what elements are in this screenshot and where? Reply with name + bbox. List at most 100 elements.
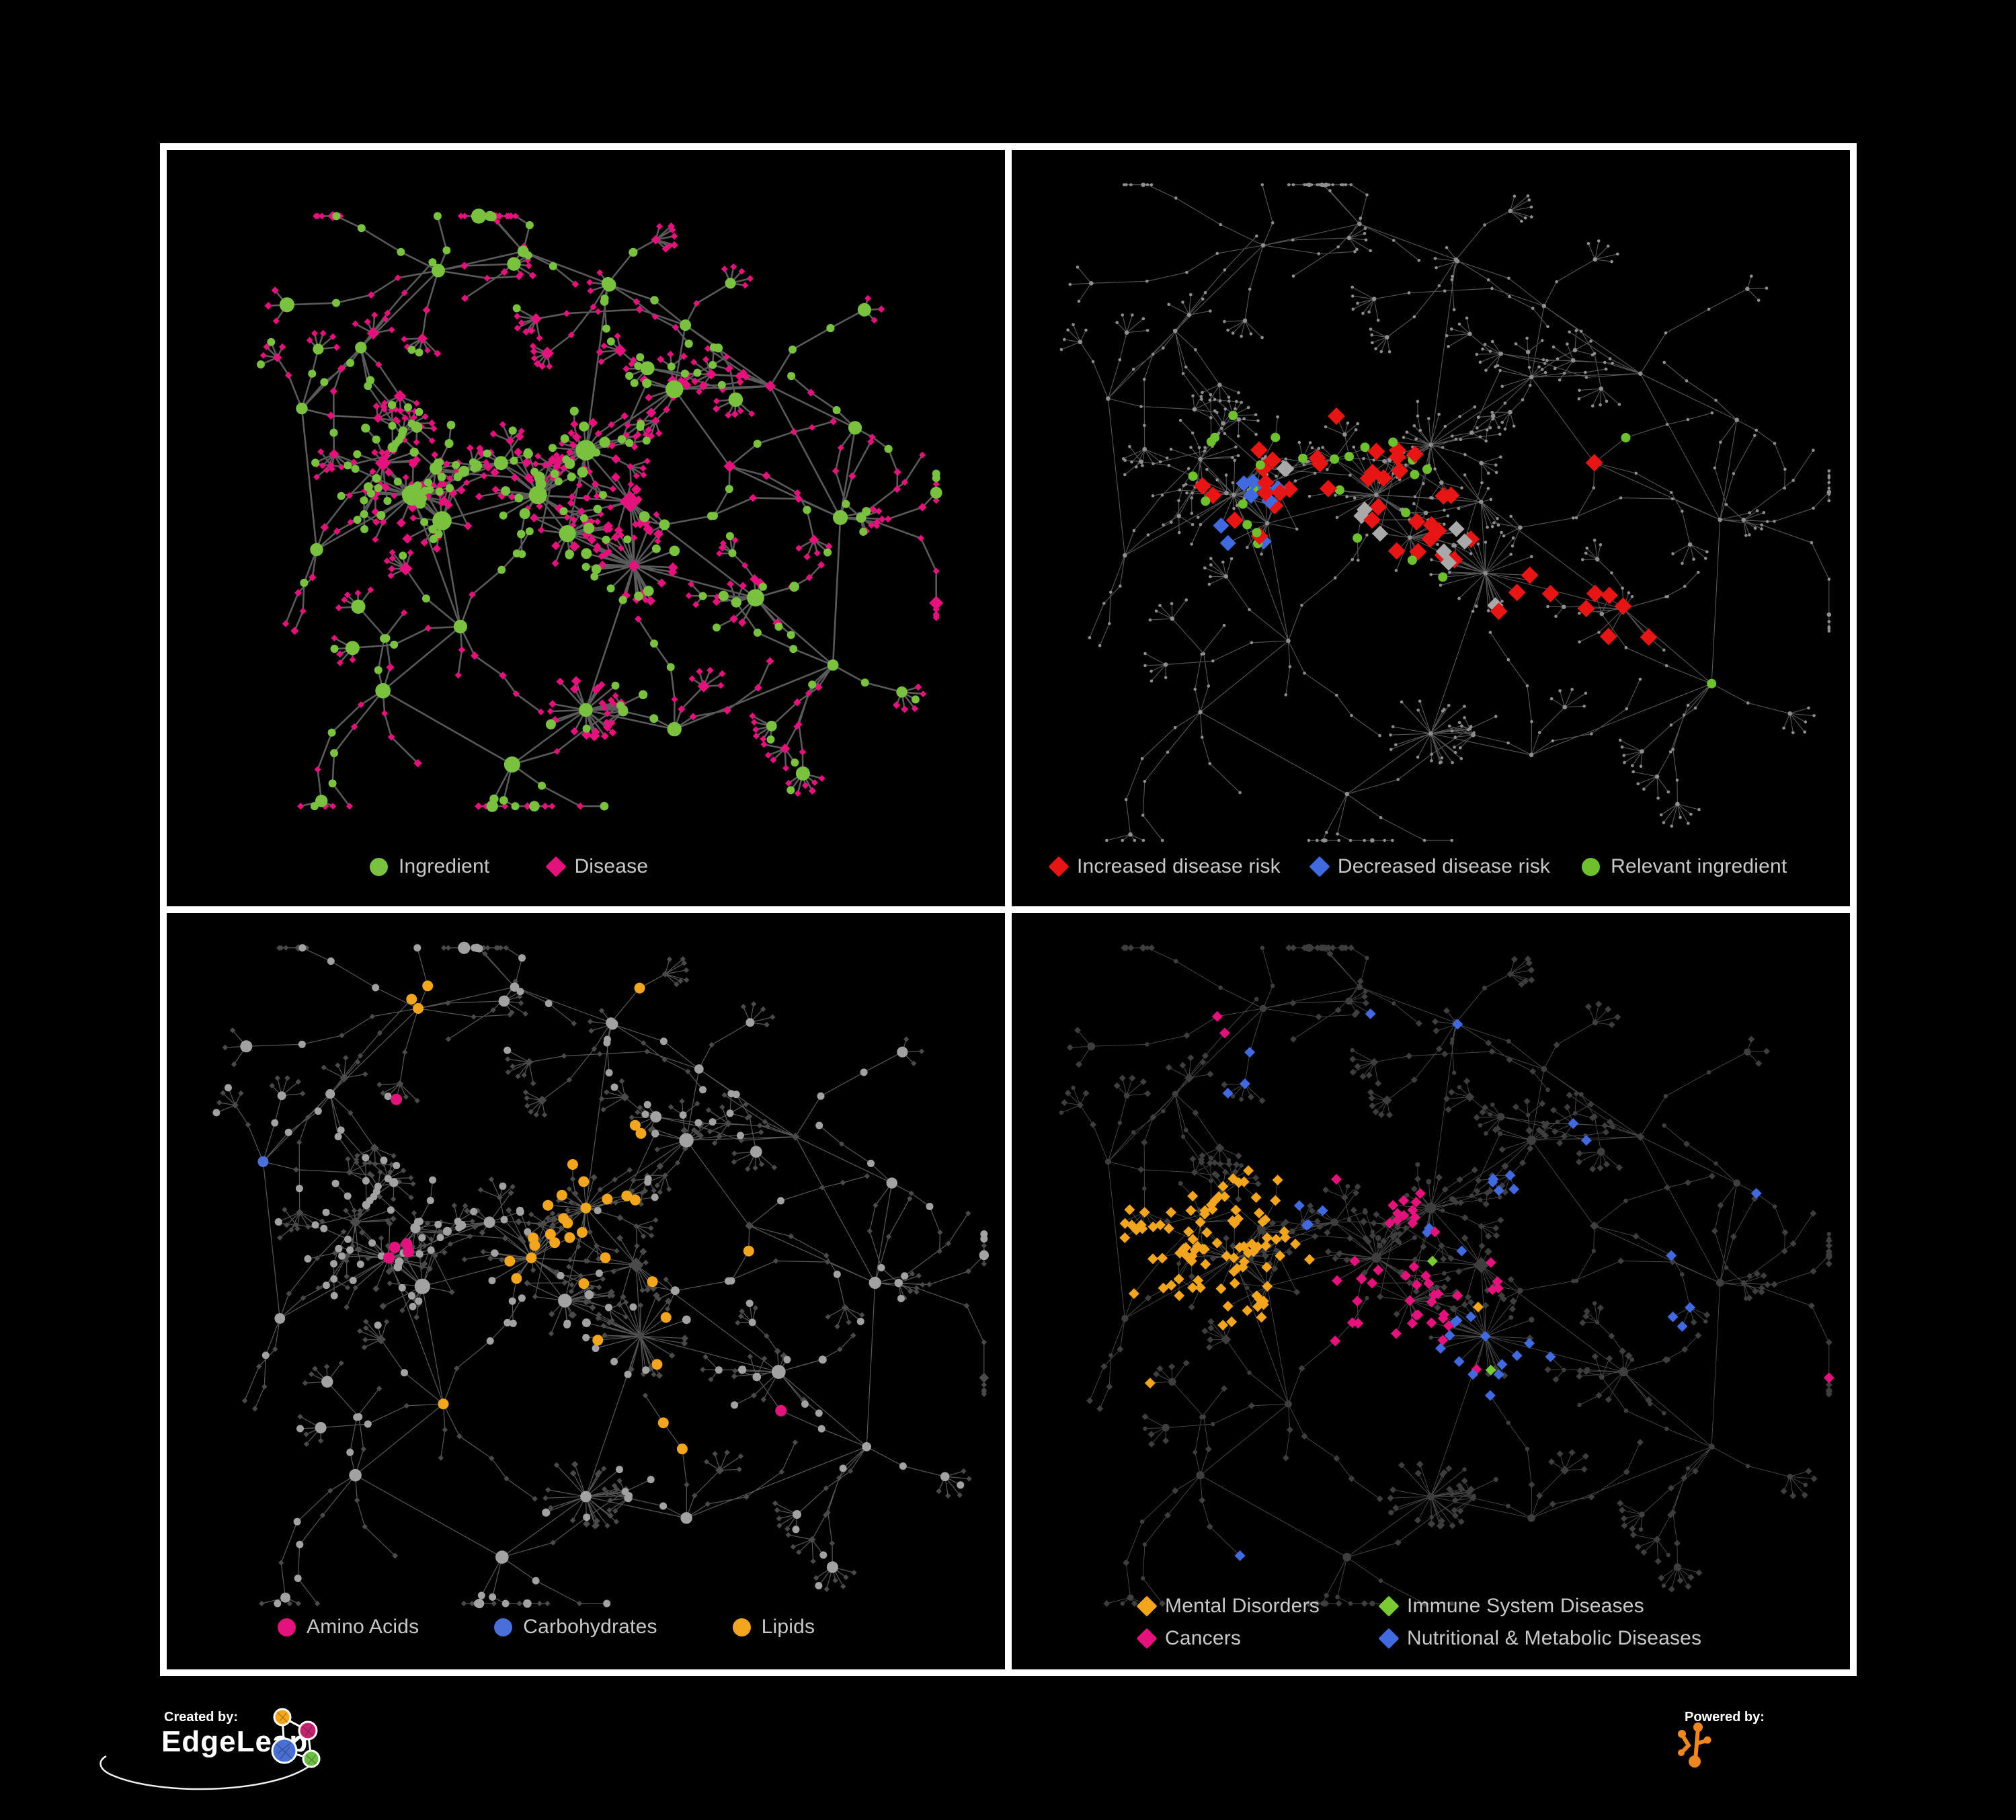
mental-disorders-node (1261, 1261, 1273, 1273)
immune-system-node (1426, 1255, 1438, 1267)
legend-item: Decreased disease risk (1309, 855, 1550, 878)
lipids-node (660, 1312, 672, 1323)
cancers-node (1492, 1283, 1504, 1294)
relevant-ingredient-node (1228, 411, 1238, 420)
relevant-ingredient-node (1344, 452, 1354, 462)
lipids-node (635, 1127, 647, 1139)
increased-risk-node (1250, 441, 1268, 459)
cancers-node (1387, 1199, 1399, 1211)
legend-circle-icon (732, 1618, 751, 1636)
increased-risk-node (1281, 480, 1299, 498)
cancers-node (1426, 1317, 1437, 1329)
increased-risk-node (1311, 454, 1329, 473)
increased-risk-node (1614, 597, 1632, 615)
legend-diamond-icon (1048, 856, 1070, 877)
lipids-node (545, 1228, 556, 1240)
relevant-ingredient-node (1271, 432, 1281, 442)
edgeleap-node-blue (271, 1737, 298, 1764)
nutritional-metabolic-node (1545, 1351, 1556, 1362)
edgeleap-node-green (302, 1749, 321, 1768)
cancers-node (1219, 1027, 1230, 1039)
mental-disorders-node (1195, 1216, 1206, 1228)
cancers-node (1437, 1335, 1449, 1346)
mental-disorders-node (1147, 1253, 1158, 1265)
cytoscape-logo-text: Cytoscape (1722, 1727, 1853, 1756)
mental-disorders-node (1183, 1226, 1195, 1237)
legend-diamond-icon (1136, 1628, 1158, 1649)
legend-label: Carbohydrates (523, 1616, 657, 1638)
amino-acids-node (775, 1404, 787, 1417)
increased-risk-node (1640, 628, 1658, 646)
nutritional-metabolic-node (1467, 1369, 1479, 1380)
cancers-node (1823, 1372, 1834, 1384)
mental-disorders-node (1185, 1205, 1197, 1216)
lipids-node (634, 982, 645, 994)
legend-item: Amino Acids (278, 1616, 419, 1638)
nutritional-metabolic-node (1504, 1170, 1516, 1181)
mental-disorders-node (1147, 1221, 1159, 1232)
relevant-ingredient-node (1201, 496, 1211, 506)
increased-risk-node (1256, 484, 1275, 502)
mental-disorders-node (1250, 1192, 1262, 1203)
increased-risk-node (1367, 442, 1385, 461)
base-diamond-nodes (216, 944, 990, 1607)
mental-disorders-node (1251, 1290, 1262, 1302)
legend-diamond-icon (1309, 856, 1330, 877)
created-by-label: Created by: (164, 1710, 239, 1725)
mental-disorders-node (1215, 1283, 1227, 1294)
lipids-node (567, 1159, 578, 1170)
amino-acids-node (383, 1252, 395, 1264)
network-edges (1061, 184, 1830, 841)
mental-disorders-node (1472, 1302, 1484, 1312)
relevant-ingredient-node (1206, 437, 1216, 447)
lipids-node (602, 1193, 613, 1205)
legend-item: Carbohydrates (494, 1616, 657, 1638)
lipids-node (422, 980, 434, 992)
highlight-nodes (257, 980, 787, 1455)
increased-risk-node (1319, 479, 1337, 498)
mental-disorders-node (1219, 1191, 1230, 1202)
mental-disorders-node (1126, 1220, 1137, 1231)
nutritional-metabolic-node (1234, 1550, 1246, 1561)
cancers-node (1443, 1320, 1454, 1331)
mental-disorders-node (1166, 1279, 1177, 1291)
nutritional-metabolic-node (1456, 1245, 1467, 1257)
disease-risk-network (1059, 182, 1832, 843)
cancers-node (1398, 1210, 1410, 1221)
relevant-ingredient-node (1422, 465, 1432, 474)
mental-disorders-node (1226, 1316, 1238, 1327)
mental-disorders-node (1252, 1301, 1263, 1312)
mental-disorders-node (1174, 1247, 1186, 1259)
increased-risk-node (1193, 477, 1211, 495)
cancers-node (1407, 1204, 1418, 1216)
highlight-nodes (1188, 407, 1717, 688)
lipids-node (629, 1119, 641, 1131)
legend-disease-classes: Mental Disorders Immune System Diseases Ca… (1136, 1595, 1722, 1650)
legend-item: Disease (545, 855, 648, 878)
mental-disorders-node (1290, 1238, 1301, 1250)
lipids-node (578, 1176, 590, 1187)
mental-disorders-node (1173, 1273, 1184, 1285)
mental-disorders-node (1186, 1255, 1197, 1267)
carbohydrates-node (257, 1156, 269, 1167)
legend-item: Mental Disorders (1136, 1595, 1361, 1618)
cancers-node (1408, 1261, 1420, 1273)
mental-disorders-node (1246, 1238, 1257, 1250)
lipids-node (558, 1213, 569, 1224)
decreased-risk-node (1243, 487, 1259, 504)
mental-disorders-node (1233, 1177, 1244, 1188)
lipids-node (630, 1194, 641, 1205)
nutritional-metabolic-node (1453, 1356, 1465, 1368)
base-circle-nodes (1059, 943, 1832, 1607)
increased-risk-node (1363, 511, 1381, 529)
lipids-node (556, 1189, 567, 1201)
mental-disorders-node (1243, 1165, 1254, 1177)
increased-risk-node (1508, 584, 1526, 602)
increased-risk-node (1391, 462, 1409, 480)
nutritional-metabolic-node (1365, 1008, 1376, 1019)
increased-risk-node (1586, 584, 1604, 602)
nutritional-metabolic-node (1524, 1338, 1535, 1349)
nutritional-metabolic-node (1568, 1118, 1579, 1130)
mental-disorders-node (1262, 1281, 1273, 1292)
increased-risk-node (1521, 566, 1539, 584)
